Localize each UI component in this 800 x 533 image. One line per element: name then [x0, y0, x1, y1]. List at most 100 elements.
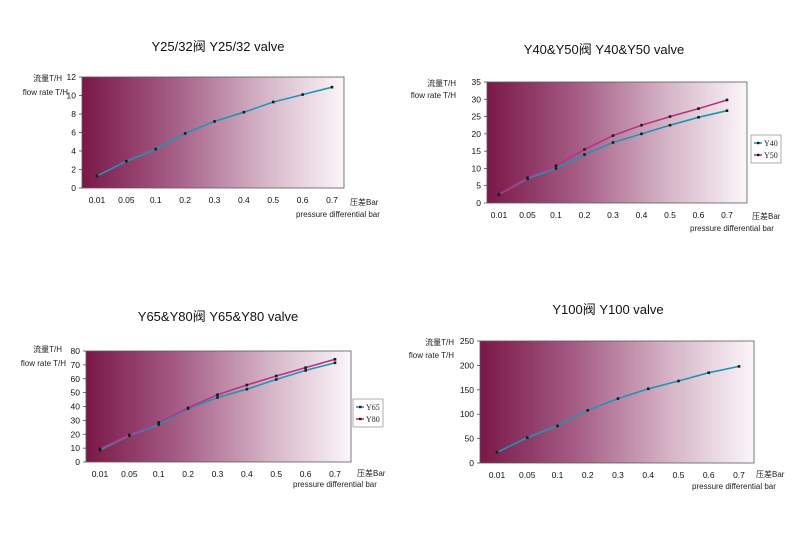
y-axis-label-en: flow rate T/H: [21, 359, 66, 368]
x-tick-label: 0.4: [642, 470, 654, 480]
data-point: [497, 193, 501, 196]
x-tick-label: 0.1: [153, 469, 165, 479]
data-point: [611, 134, 615, 137]
x-tick-label: 0.4: [636, 210, 648, 220]
legend-label: Y80: [366, 415, 380, 424]
x-tick-label: 0.01: [491, 210, 508, 220]
y-tick-label: 80: [71, 346, 81, 356]
y-tick-label: 2: [71, 165, 76, 175]
x-axis-label-en: pressure differential bar: [293, 480, 377, 489]
data-point: [725, 98, 729, 102]
plot-area-3: 0 10 20 30 40 50 60 70 80 0.01 0.05 0.1 0.2 0.3 0.4 0.5…: [71, 346, 352, 479]
x-tick-label: 0.2: [179, 195, 191, 205]
y-tick-label: 30: [71, 415, 81, 425]
y-axis-label-cn: 流量T/H: [427, 78, 456, 88]
x-tick-label: 0.7: [721, 210, 733, 220]
data-point: [556, 424, 559, 428]
y-tick-label: 150: [460, 385, 474, 395]
x-tick-label: 0.5: [673, 470, 685, 480]
x-tick-label: 0.05: [121, 469, 138, 479]
legend-label: Y40: [764, 139, 778, 148]
y-axis-label-cn: 流量T/H: [33, 73, 62, 83]
data-point: [725, 109, 729, 112]
data-point: [274, 378, 278, 381]
data-point: [125, 159, 128, 163]
x-tick-label: 0.01: [92, 469, 109, 479]
y-axis-label-cn: 流量T/H: [33, 344, 62, 354]
y-tick-label: 60: [71, 374, 81, 384]
x-tick-label: 0.6: [703, 470, 715, 480]
y-axis-label-en: flow rate T/H: [411, 91, 456, 100]
data-point: [186, 406, 190, 410]
data-point: [301, 93, 304, 96]
data-point: [697, 115, 700, 119]
data-point: [583, 148, 586, 151]
chart-y100: Y100阀 Y100 valve 流量T/H flow rate T/H 压差B…: [409, 302, 785, 491]
plot-background: [479, 340, 755, 464]
data-point: [707, 371, 711, 375]
legend-marker: [359, 417, 362, 421]
data-point: [586, 408, 590, 412]
data-point: [213, 120, 216, 123]
y-tick-label: 250: [460, 336, 474, 346]
x-tick-label: 0.3: [209, 195, 221, 205]
legend-box: [750, 134, 782, 164]
data-point: [98, 448, 102, 452]
x-tick-label: 0.2: [582, 470, 594, 480]
y-axis-label-cn: 流量T/H: [425, 337, 454, 347]
x-tick-label: 0.05: [519, 470, 536, 480]
y-tick-label: 20: [472, 129, 482, 139]
y-tick-label: 4: [71, 146, 76, 156]
x-axis-label-cn: 压差Bar: [350, 197, 379, 207]
legend-marker: [757, 153, 760, 157]
legend-box: [352, 398, 384, 428]
y-axis-label-en: flow rate T/H: [23, 88, 68, 97]
x-tick-label: 0.5: [270, 469, 282, 479]
data-point: [583, 153, 586, 156]
data-point: [242, 110, 246, 114]
data-point: [640, 132, 643, 136]
data-point: [128, 433, 131, 437]
plot-background: [486, 81, 748, 204]
x-axis-label-cn: 压差Bar: [752, 211, 781, 221]
data-point: [525, 436, 529, 439]
y-tick-label: 25: [472, 112, 482, 122]
data-point: [95, 174, 99, 178]
data-point: [668, 123, 672, 127]
plot-background: [85, 350, 352, 463]
data-point: [677, 379, 680, 383]
y-tick-label: 35: [472, 77, 482, 87]
y-axis-label-en: flow rate T/H: [409, 351, 454, 360]
chart-title: Y25/32阀 Y25/32 valve: [152, 39, 285, 54]
x-tick-label: 0.1: [150, 195, 162, 205]
y-tick-label: 0: [71, 183, 76, 193]
chart-y65-y80: Y65&Y80阀 Y65&Y80 valve 流量T/H flow rate T…: [21, 309, 386, 489]
data-point: [216, 396, 219, 399]
x-tick-label: 0.1: [550, 210, 562, 220]
data-point: [271, 100, 275, 104]
y-tick-label: 5: [476, 181, 481, 191]
x-tick-label: 0.01: [489, 470, 506, 480]
data-point: [495, 450, 499, 454]
x-axis-label-en: pressure differential bar: [690, 224, 774, 233]
y-tick-label: 6: [71, 128, 76, 138]
data-point: [554, 167, 558, 170]
x-tick-label: 0.4: [241, 469, 253, 479]
y-tick-label: 10: [472, 163, 482, 173]
data-point: [333, 358, 337, 361]
y-tick-label: 40: [71, 402, 81, 412]
data-point: [154, 147, 158, 151]
x-axis-label-en: pressure differential bar: [296, 210, 380, 219]
y-tick-label: 10: [67, 91, 77, 101]
legend-marker: [359, 405, 362, 409]
x-tick-label: 0.3: [612, 470, 624, 480]
y-tick-label: 30: [472, 94, 482, 104]
x-tick-label: 0.7: [329, 469, 341, 479]
data-point: [737, 365, 741, 368]
y-tick-label: 8: [71, 109, 76, 119]
data-point: [554, 164, 558, 167]
x-tick-label: 0.7: [733, 470, 745, 480]
y-tick-label: 100: [460, 409, 474, 419]
x-tick-label: 0.3: [212, 469, 224, 479]
